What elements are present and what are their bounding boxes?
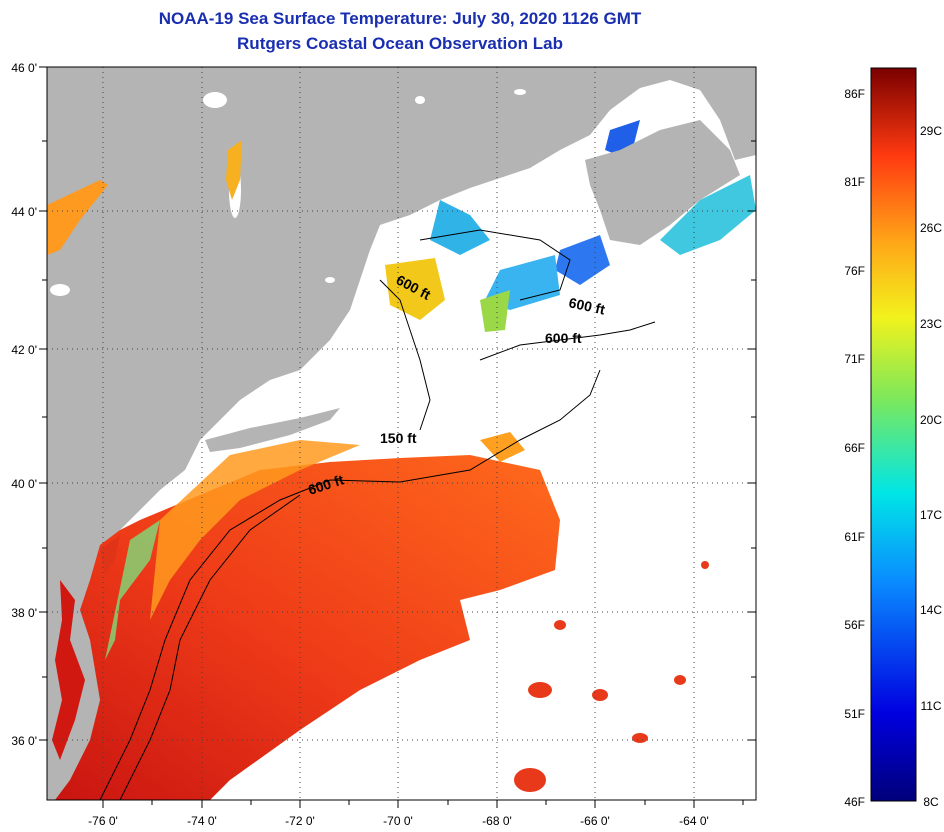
lat-label: 36 0' bbox=[11, 734, 37, 748]
lat-label: 44 0' bbox=[11, 205, 37, 219]
nearshore-warm-band bbox=[150, 440, 360, 620]
colorbar-c-label: 8C bbox=[923, 795, 939, 809]
latitude-labels: 46 0' 44 0' 42 0' 40 0' 38 0' 36 0' bbox=[11, 61, 37, 748]
colorbar-c-label: 26C bbox=[920, 221, 942, 235]
colorbar-f-label: 51F bbox=[844, 707, 865, 721]
colorbar-c-label: 23C bbox=[920, 317, 942, 331]
colorbar-f-label: 71F bbox=[844, 352, 865, 366]
colorbar-f-label: 76F bbox=[844, 264, 865, 278]
lon-label: -72 0' bbox=[285, 814, 315, 828]
contour-label: 150 ft bbox=[380, 430, 417, 446]
map-frame bbox=[46, 66, 757, 801]
colorbar-c-label: 29C bbox=[920, 124, 942, 138]
lon-label: -68 0' bbox=[482, 814, 512, 828]
contour-label: 600 ft bbox=[567, 294, 606, 317]
scattered-warm-patches bbox=[514, 561, 709, 792]
colorbar-c-labels: 29C 26C 23C 20C 17C 14C 11C 8C bbox=[920, 124, 942, 809]
colorbar-c-label: 17C bbox=[920, 508, 942, 522]
lon-label: -76 0' bbox=[88, 814, 118, 828]
axis-ticks bbox=[39, 66, 756, 808]
colorbar-c-label: 14C bbox=[920, 603, 942, 617]
yellow-patch bbox=[385, 258, 445, 320]
lon-label: -64 0' bbox=[679, 814, 709, 828]
colorbar-f-label: 46F bbox=[844, 795, 865, 809]
lake-patch bbox=[226, 140, 242, 200]
lon-label: -74 0' bbox=[187, 814, 217, 828]
gulf-maine-cyan bbox=[430, 200, 490, 255]
lon-label: -66 0' bbox=[580, 814, 610, 828]
land-us-east-coast bbox=[47, 67, 756, 800]
cool-water-region bbox=[555, 235, 610, 285]
chesapeake-bay bbox=[52, 580, 85, 760]
green-patch bbox=[480, 290, 510, 332]
depth-contours bbox=[99, 229, 656, 800]
lat-label: 38 0' bbox=[11, 606, 37, 620]
colorbar-f-label: 81F bbox=[844, 175, 865, 189]
lat-label: 46 0' bbox=[11, 61, 37, 75]
delaware-bay bbox=[100, 535, 120, 575]
colorbar-f-label: 66F bbox=[844, 441, 865, 455]
graticule bbox=[47, 67, 756, 800]
colorbar-f-label: 86F bbox=[844, 87, 865, 101]
colorbar-c-label: 11C bbox=[920, 699, 941, 713]
map-title: NOAA-19 Sea Surface Temperature: July 30… bbox=[158, 9, 642, 28]
contour-label: 600 ft bbox=[545, 330, 582, 346]
colorbar-c-label: 20C bbox=[920, 413, 942, 427]
orange-patch-georges bbox=[480, 432, 525, 462]
longitude-labels: -76 0' -74 0' -72 0' -70 0' -68 0' -66 0… bbox=[88, 814, 709, 828]
map-subtitle: Rutgers Coastal Ocean Observation Lab bbox=[237, 34, 563, 53]
land-long-island bbox=[205, 408, 340, 452]
lat-label: 40 0' bbox=[11, 477, 37, 491]
land-nova-scotia bbox=[585, 120, 740, 245]
coastal-cool-band bbox=[105, 520, 160, 660]
colorbar-f-label: 61F bbox=[844, 530, 865, 544]
lake-patch-ontario bbox=[47, 180, 108, 255]
lon-label: -70 0' bbox=[383, 814, 413, 828]
colorbar-f-labels: 86F 81F 76F 71F 66F 61F 56F 51F 46F bbox=[844, 87, 865, 809]
colorbar bbox=[870, 67, 917, 802]
scotian-shelf-cool bbox=[660, 175, 756, 255]
lat-label: 42 0' bbox=[11, 343, 37, 357]
colorbar-f-label: 56F bbox=[844, 618, 865, 632]
